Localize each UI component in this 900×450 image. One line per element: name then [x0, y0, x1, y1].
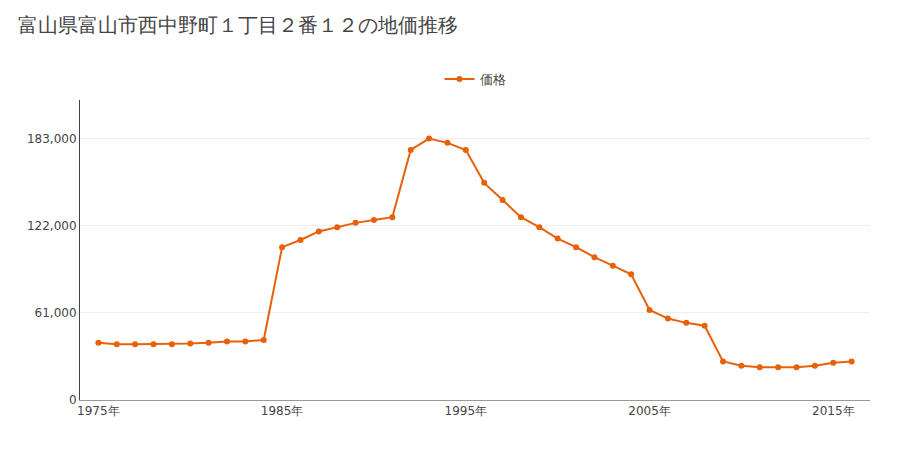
svg-text:2015年: 2015年 [812, 404, 855, 418]
svg-text:1995年: 1995年 [445, 404, 488, 418]
svg-text:122,000: 122,000 [27, 219, 77, 233]
svg-text:1975年: 1975年 [77, 404, 120, 418]
svg-text:2005年: 2005年 [628, 404, 671, 418]
svg-text:61,000: 61,000 [35, 306, 77, 320]
svg-text:1985年: 1985年 [261, 404, 304, 418]
svg-text:富山県富山市西中野町１丁目２番１２の地価推移: 富山県富山市西中野町１丁目２番１２の地価推移 [18, 13, 458, 37]
svg-text:0: 0 [69, 393, 77, 407]
svg-text:183,000: 183,000 [27, 132, 77, 146]
svg-text:価格: 価格 [480, 72, 506, 87]
